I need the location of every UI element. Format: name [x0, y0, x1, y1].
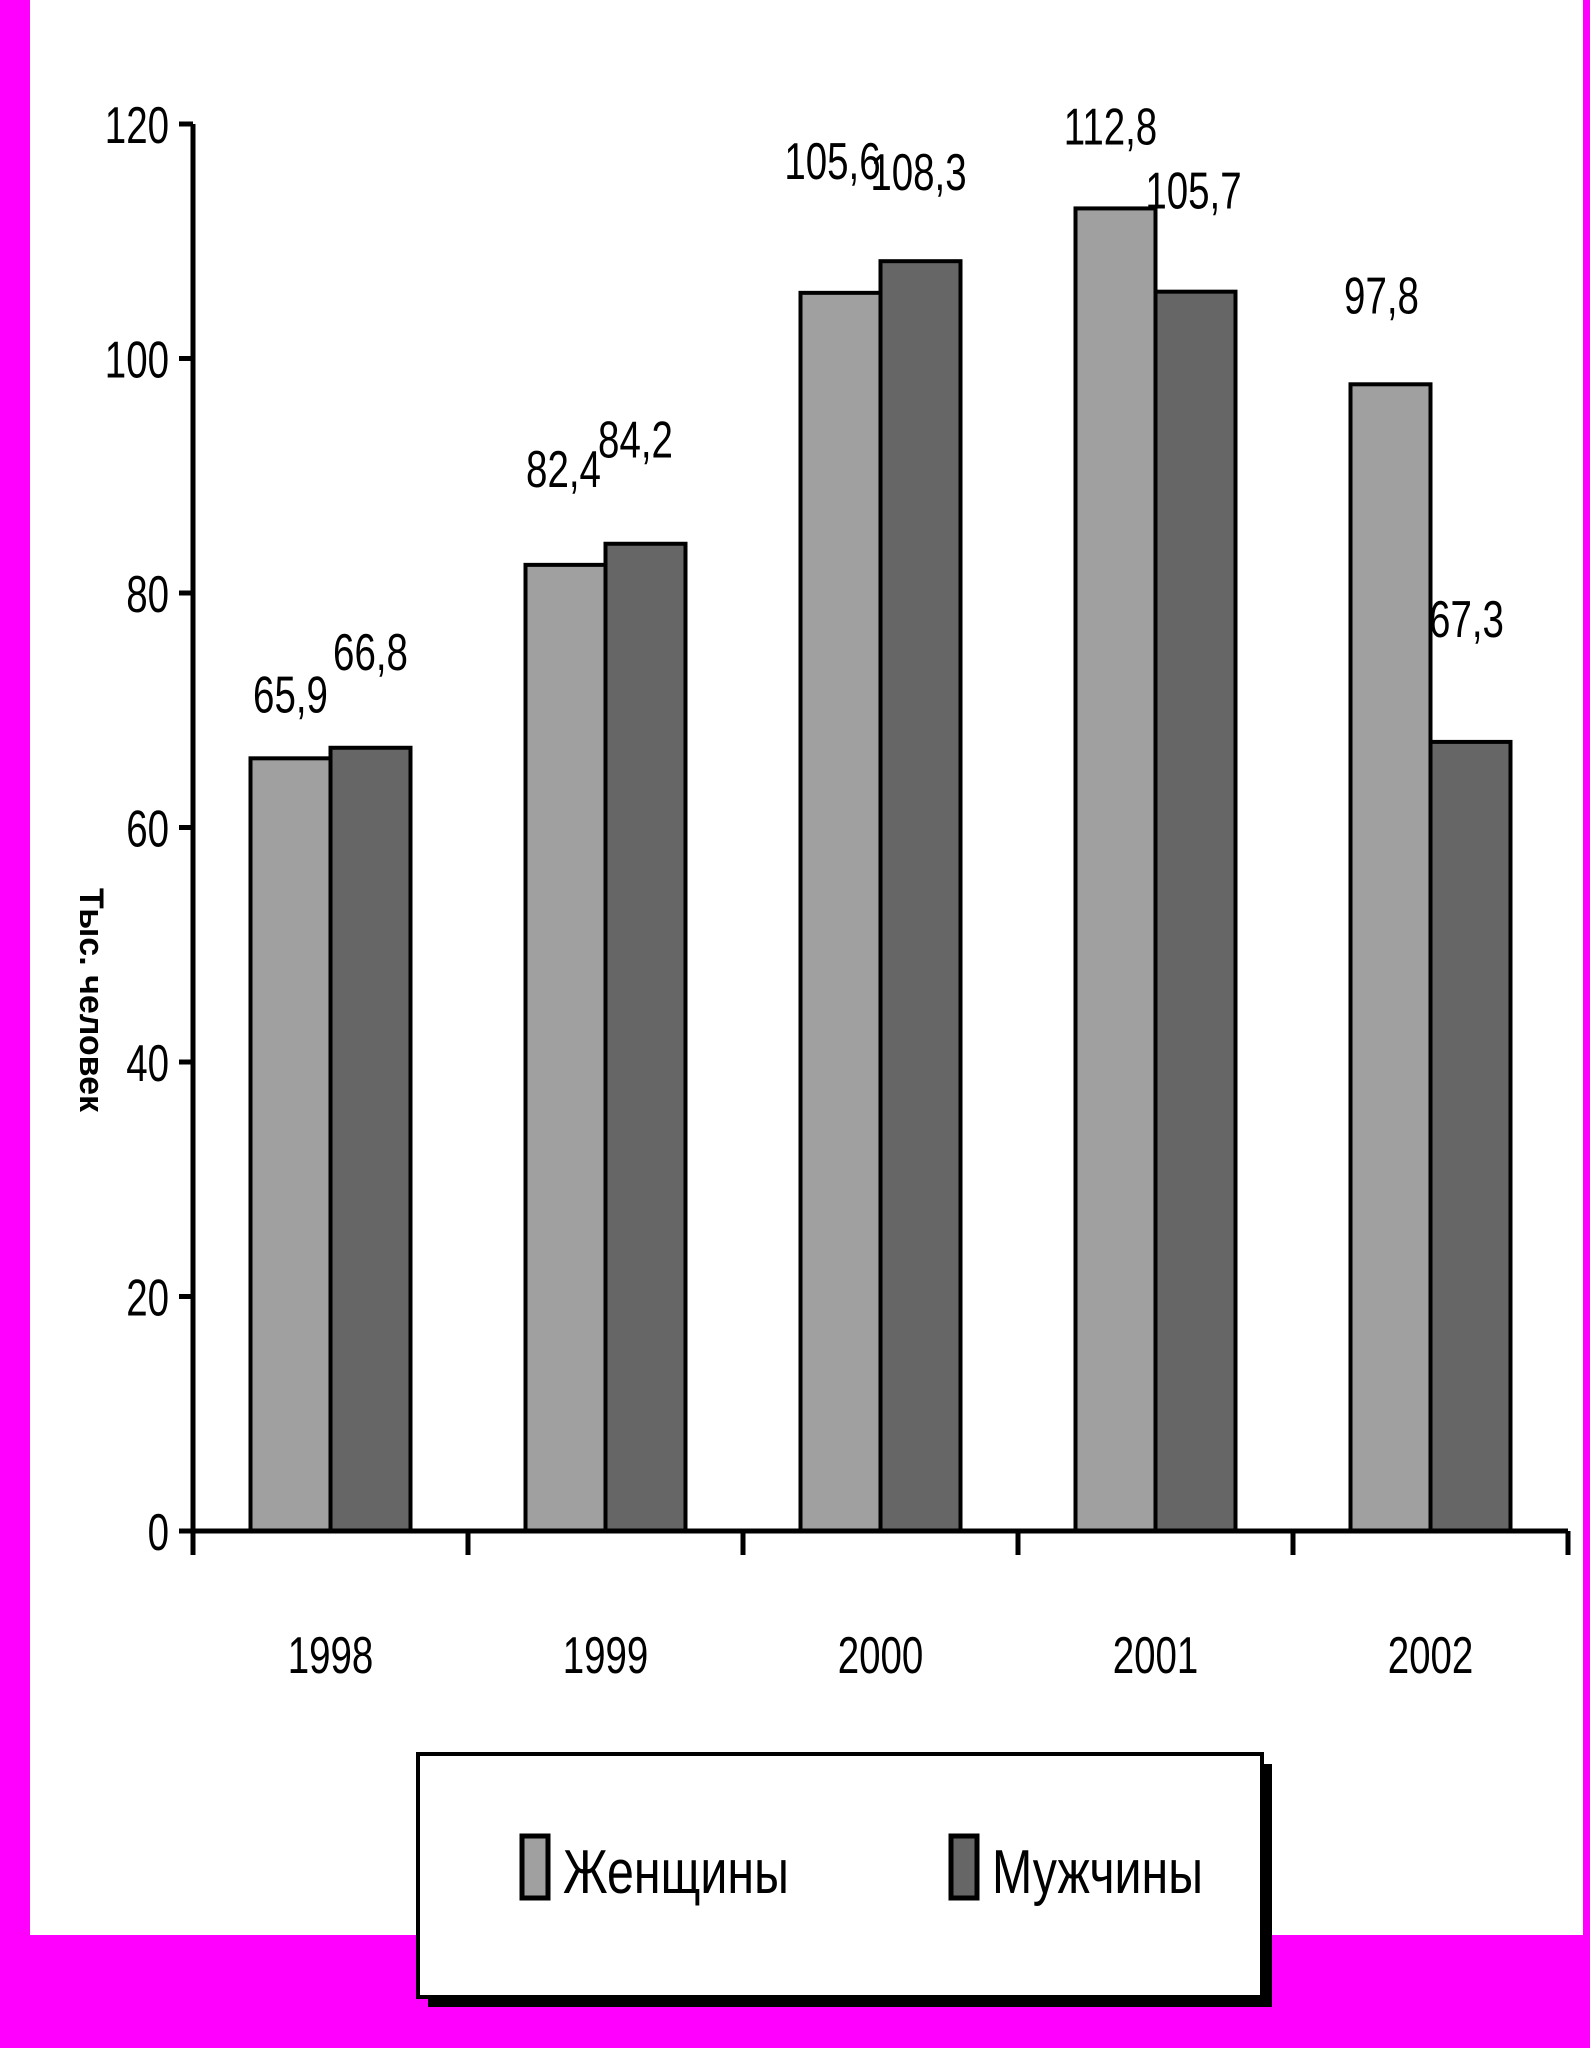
- bar-women-1998: [248, 756, 333, 1533]
- bar-men-2000: [878, 259, 963, 1533]
- bar-women-2002: [1348, 382, 1433, 1533]
- bar-women-2001: [1073, 206, 1158, 1533]
- x-category-label-1999: 1999: [563, 1626, 649, 1684]
- bar-men-2002: [1428, 739, 1513, 1533]
- legend-box: [416, 1752, 1264, 1999]
- data-label-women-2002: 97,8: [1344, 267, 1419, 325]
- x-category-label-2001: 2001: [1113, 1626, 1199, 1684]
- y-tick-label-100: 100: [105, 331, 169, 389]
- data-label-women-2000: 105,6: [784, 132, 880, 190]
- y-tick-label-20: 20: [126, 1269, 169, 1327]
- y-tick-label-60: 60: [126, 800, 169, 858]
- x-category-label-2002: 2002: [1388, 1626, 1474, 1684]
- data-label-men-2001: 105,7: [1145, 162, 1241, 220]
- data-label-men-2002: 67,3: [1429, 590, 1504, 648]
- legend: Женщины Мужчины: [416, 1752, 1272, 2007]
- data-label-women-2001: 112,8: [1064, 98, 1157, 156]
- y-tick-label-120: 120: [105, 96, 169, 154]
- y-tick-label-0: 0: [148, 1503, 169, 1561]
- data-label-men-1998: 66,8: [333, 623, 408, 681]
- bar-men-1998: [328, 745, 413, 1533]
- legend-label-women: Женщины: [563, 1837, 789, 1906]
- data-label-men-2000: 108,3: [870, 144, 966, 202]
- legend-label-men: Мужчины: [992, 1837, 1203, 1906]
- y-tick-label-40: 40: [126, 1034, 169, 1092]
- bar-men-1999: [603, 541, 688, 1533]
- x-category-label-1998: 1998: [288, 1626, 374, 1684]
- legend-swatch-women: [519, 1833, 551, 1901]
- x-category-label-2000: 2000: [838, 1626, 924, 1684]
- legend-swatch-men: [948, 1833, 980, 1901]
- bar-women-1999: [523, 562, 608, 1533]
- bar-men-2001: [1153, 289, 1238, 1534]
- data-label-women-1998: 65,9: [253, 666, 328, 724]
- bar-women-2000: [798, 290, 883, 1534]
- data-label-women-1999: 82,4: [526, 440, 601, 498]
- y-axis-title: Тыс. человек: [72, 888, 110, 1113]
- data-label-men-1999: 84,2: [598, 411, 673, 469]
- y-tick-label-80: 80: [126, 565, 169, 623]
